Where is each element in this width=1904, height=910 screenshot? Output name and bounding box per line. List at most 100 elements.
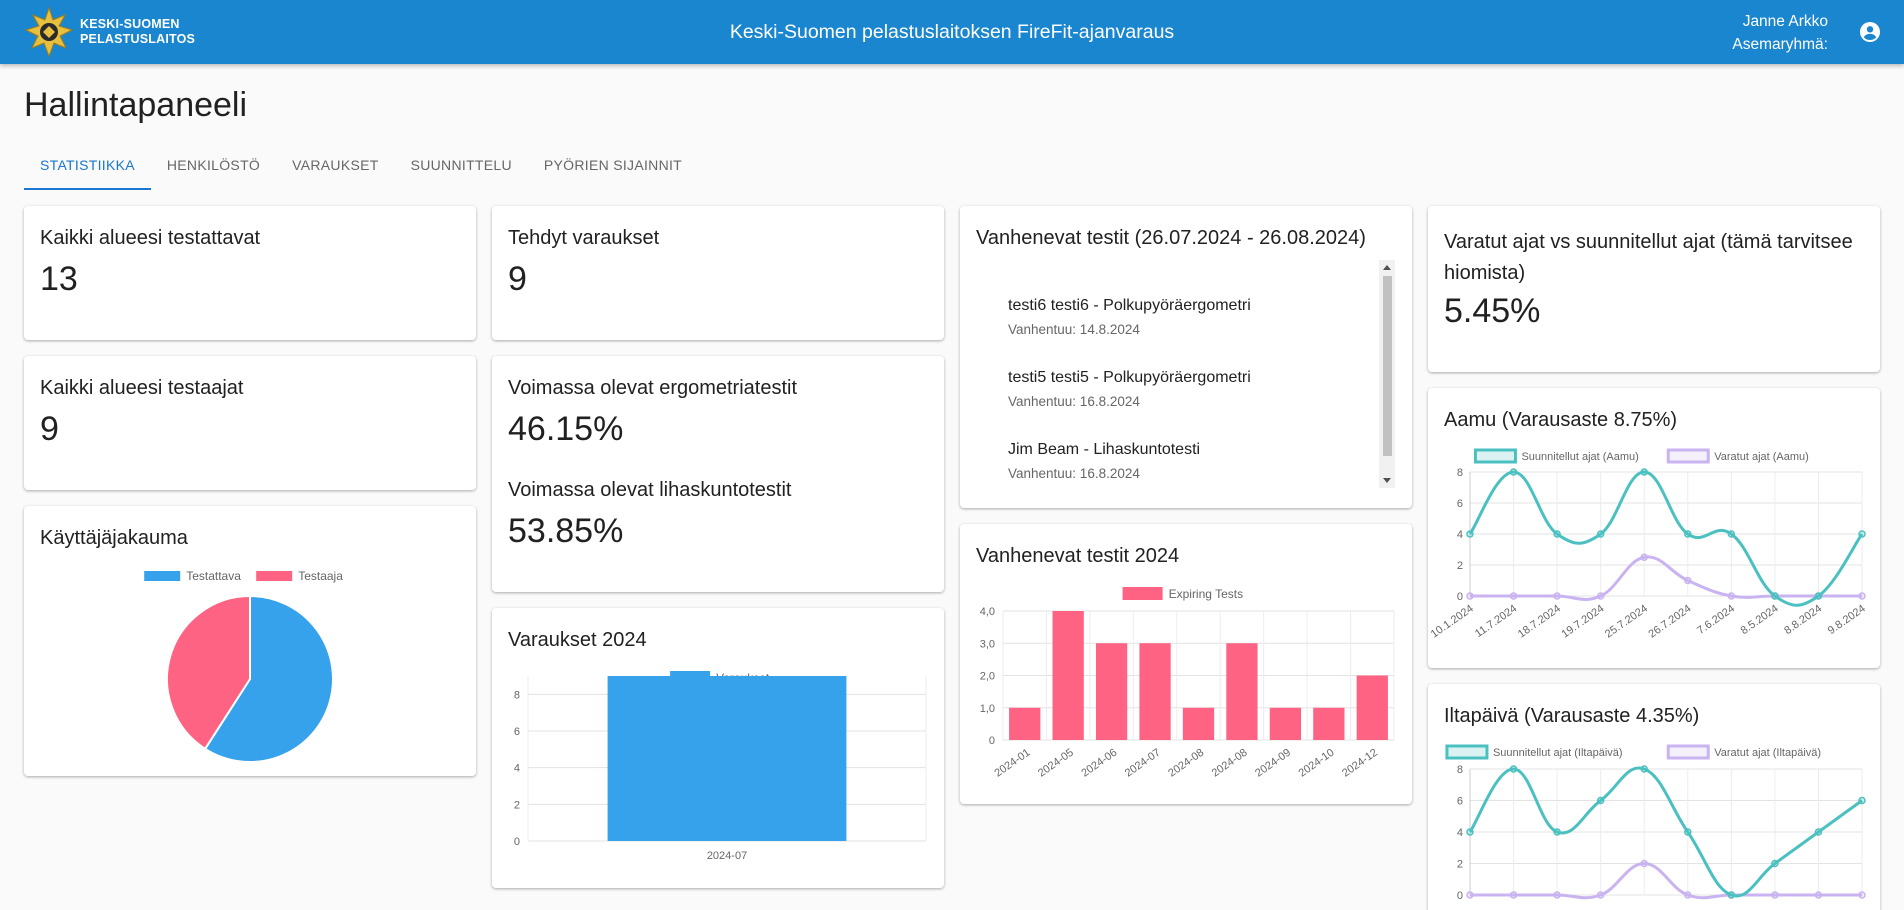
strength-tests-title: Voimassa olevat lihaskuntotestit — [508, 479, 792, 501]
x-tick-label: 2024-06 — [1079, 747, 1119, 780]
series-line — [1468, 470, 1864, 607]
legend-label: Testattava — [186, 569, 241, 583]
page-title: Hallintapaneeli — [24, 86, 248, 124]
legend-label: Varatut ajat (Iltapäivä) — [1714, 747, 1821, 759]
legend-swatch — [1122, 587, 1163, 600]
list-item-primary: Jim Beam - Lihaskuntotesti — [1008, 441, 1201, 458]
scroll-thumb[interactable] — [1383, 276, 1392, 456]
card-valid-tests: Voimassa olevat ergometriatestit 46.15% … — [492, 356, 944, 592]
bar — [1313, 707, 1345, 740]
data-point — [1553, 592, 1561, 600]
scroll-up-icon[interactable] — [1383, 265, 1391, 270]
card-title-line2: hiomista) — [1444, 262, 1526, 284]
data-point — [1553, 891, 1561, 899]
tab-personnel[interactable]: HENKILÖSTÖ — [166, 157, 261, 173]
legend-swatch — [256, 571, 293, 581]
logo-text: KESKI-SUOMEN PELASTUSLAITOS — [80, 17, 195, 47]
data-point — [1771, 891, 1779, 899]
bar — [1356, 675, 1388, 740]
list-item-primary: testi6 testi6 - Polkupyöräergometri — [1008, 297, 1251, 314]
bar — [1182, 707, 1215, 740]
card-title: Kaikki alueesi testaajat — [40, 377, 244, 399]
list-item[interactable]: testi6 testi6 - Polkupyöräergometri Vanh… — [1008, 297, 1251, 337]
y-tick-label: 4 — [1457, 529, 1463, 541]
list-item[interactable]: testi5 testi5 - Polkupyöräergometri Vanh… — [1008, 369, 1251, 409]
afternoon-line-chart: Suunnitellut ajat (Iltapäivä) Varatut aja… — [1445, 744, 1866, 902]
y-tick-label: 6 — [514, 726, 520, 738]
data-point — [1509, 468, 1518, 476]
card-value: 13 — [40, 260, 78, 298]
data-point — [1553, 828, 1561, 836]
chart-title: Iltapäivä (Varausaste 4.35%) — [1444, 705, 1700, 727]
series-line — [1470, 555, 1862, 601]
data-point — [1858, 891, 1866, 899]
list-item-secondary: Vanhentuu: 16.8.2024 — [1008, 394, 1140, 409]
tab-statistics[interactable]: STATISTIIKKA — [24, 146, 151, 190]
app-title: Keski-Suomen pelastuslaitoksen FireFit-a… — [729, 21, 1175, 43]
card-value: 9 — [508, 260, 527, 298]
list-item-secondary: Vanhentuu: 16.8.2024 — [1008, 466, 1140, 481]
account-circle-icon[interactable] — [1858, 20, 1882, 44]
tab-bike-locations[interactable]: PYÖRIEN SIJAINNIT — [543, 157, 683, 173]
user-distribution-pie-chart: Testattava Testaaja — [144, 569, 343, 763]
logo-line2: PELASTUSLAITOS — [80, 32, 196, 46]
scroll-down-icon[interactable] — [1383, 478, 1391, 483]
tab-planning[interactable]: SUUNNITTELU — [410, 157, 512, 173]
x-tick-label: 2024-09 — [1253, 747, 1293, 780]
y-tick-label: 4 — [514, 763, 520, 775]
legend-swatch — [1666, 744, 1710, 760]
y-tick-label: 0 — [989, 735, 995, 747]
data-point — [1727, 592, 1736, 600]
data-point — [1466, 891, 1474, 899]
card-expiring-2024: Vanhenevat testit 2024 Expiring Tests 0 1,… — [960, 524, 1412, 804]
list-item[interactable]: Jim Beam - Lihaskuntotesti Vanhentuu: 16… — [1008, 441, 1200, 481]
y-tick-label: 0 — [1457, 890, 1463, 902]
data-point — [1509, 592, 1518, 600]
bar — [1269, 707, 1302, 740]
data-point — [1684, 530, 1692, 538]
x-tick-label: 2024-01 — [992, 747, 1032, 780]
user-group: Asemaryhmä: — [1732, 36, 1828, 53]
y-tick-label: 2,0 — [980, 671, 995, 683]
data-point — [1553, 530, 1561, 538]
data-point — [1858, 592, 1866, 600]
data-point — [1509, 891, 1518, 899]
bar — [1095, 643, 1128, 740]
data-point — [1466, 828, 1474, 836]
y-tick-label: 4 — [1457, 827, 1463, 839]
x-tick-label: 18.7.2024 — [1516, 603, 1563, 641]
legend-label: Expiring Tests — [1169, 587, 1243, 601]
x-tick-label: 19.7.2024 — [1559, 603, 1606, 641]
morning-line-chart: Suunnitellut ajat (Aamu) Varatut ajat (Aa… — [1429, 448, 1868, 641]
data-point — [1596, 530, 1605, 538]
legend-swatch — [1473, 448, 1517, 464]
strength-tests-value: 53.85% — [508, 512, 624, 550]
rescue-department-logo[interactable] — [24, 6, 74, 58]
y-tick-label: 0 — [514, 836, 520, 848]
y-tick-label: 8 — [514, 689, 520, 701]
data-point — [1640, 553, 1648, 561]
card-testees: Kaikki alueesi testattavat 13 — [24, 206, 476, 340]
legend-label: Suunnitellut ajat (Aamu) — [1521, 451, 1638, 463]
bar — [1009, 707, 1041, 740]
list-item-secondary: Vanhentuu: 14.8.2024 — [1008, 322, 1140, 337]
bar — [1052, 611, 1084, 740]
card-morning: Aamu (Varausaste 8.75%) Suunnitellut aja… — [1428, 388, 1880, 668]
card-user-distribution: Käyttäjäjakauma Testattava Testaaja — [24, 506, 476, 776]
card-value: 9 — [40, 410, 59, 448]
legend-swatch — [144, 571, 181, 581]
tab-reservations[interactable]: VARAUKSET — [292, 157, 379, 173]
x-tick-label: 2024-07 — [1123, 747, 1163, 780]
y-tick-label: 3,0 — [980, 638, 995, 650]
data-point — [1858, 530, 1866, 538]
card-expiring-tests-list: Vanhenevat testit (26.07.2024 - 26.08.20… — [960, 206, 1412, 508]
list-scrollbar[interactable] — [1379, 260, 1395, 488]
data-point — [1727, 530, 1736, 538]
data-point — [1684, 828, 1692, 836]
bar — [1139, 643, 1171, 740]
expiring-tests-list: testi6 testi6 - Polkupyöräergometri Vanh… — [976, 260, 1386, 488]
pie-slice-testattava — [203, 594, 334, 763]
legend-swatch — [1445, 744, 1489, 760]
data-point — [1509, 765, 1518, 773]
